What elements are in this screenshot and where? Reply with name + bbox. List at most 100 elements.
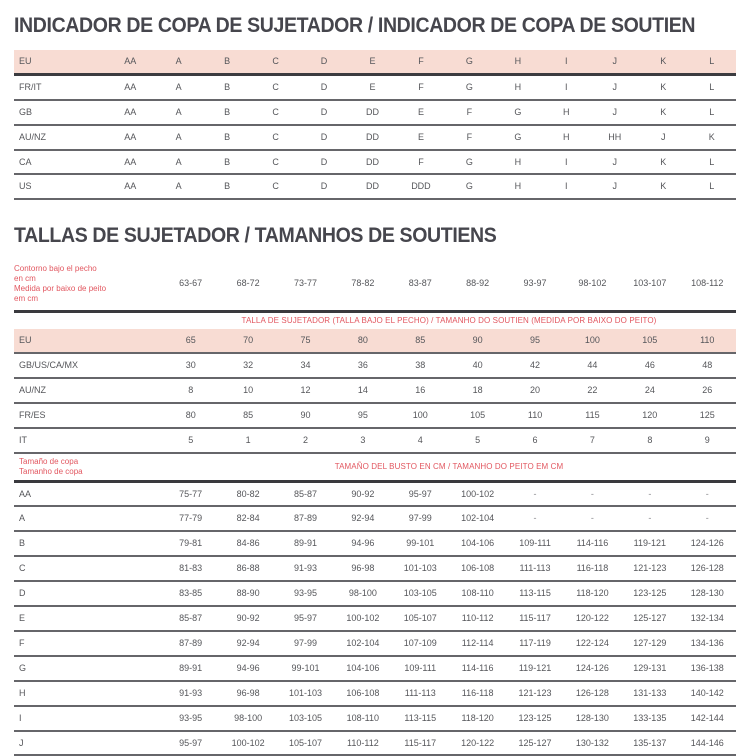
cup-measure-row-i: I 93-95 98-100 103-105 108-110 113-115 118-120…: [14, 706, 736, 731]
band-size-table: Contorno bajo el pecho en cm Medida por ba…: [14, 258, 736, 756]
bust-range-cell: -: [590, 488, 594, 499]
bust-range-cell: 79-81: [179, 538, 203, 549]
region-label: GB/US/CA/MX: [19, 360, 79, 371]
cup-size-cell: H: [563, 106, 570, 117]
band-size-cell: 6: [532, 434, 538, 445]
cup-size-cell: I: [565, 156, 568, 167]
cup-size-cell: A: [175, 106, 182, 117]
bust-range-cell: 128-130: [575, 712, 609, 723]
cup-measure-row-aa: AA 75-77 80-82 85-87 90-92 95-97 100-102 - - - -: [14, 481, 736, 507]
underbust-range-cell: 73-77: [293, 278, 317, 289]
cup-size-cell: K: [708, 131, 715, 142]
cup-size-cell: AA: [124, 156, 137, 167]
bust-range-cell: 131-133: [633, 687, 667, 698]
cup-size-cell: K: [660, 106, 667, 117]
bust-range-cell: 120-122: [461, 737, 495, 748]
cup-indicator-row-eu: EU AA A B C D E F G H I J K L: [14, 50, 736, 75]
band-size-cell: 85: [243, 409, 254, 420]
bust-range-cell: 93-95: [179, 712, 203, 723]
band-size-cell: 22: [587, 384, 598, 395]
bust-range-cell: 93-95: [293, 588, 317, 599]
cup-size-cell: AA: [124, 181, 137, 192]
bust-range-cell: 117-119: [519, 637, 551, 648]
cup-size-cell: K: [660, 181, 667, 192]
band-size-cell: 2: [302, 434, 308, 445]
bust-range-cell: 81-83: [179, 563, 203, 574]
bust-range-cell: 91-93: [179, 687, 203, 698]
cup-size-cell: H: [514, 81, 522, 92]
band-size-cell: 36: [357, 360, 368, 371]
cup-indicator-row-aunz: AU/NZ AA A B C D DD E F G H HH J K: [14, 125, 736, 150]
bust-range-cell: 97-99: [293, 637, 317, 648]
cup-letter-label: J: [19, 737, 24, 748]
cup-letter-label: F: [19, 637, 25, 648]
bust-range-cell: -: [590, 513, 594, 524]
band-caption: TALLA DE SUJETADOR (TALLA BAJO EL PECHO)…: [241, 316, 657, 326]
cup-size-cell: D: [320, 106, 328, 117]
band-size-row-eu: EU 65 70 75 80 85 90 95 100 105 110: [14, 329, 736, 354]
band-size-cell: 40: [472, 360, 483, 371]
bust-range-cell: 136-138: [690, 662, 724, 673]
cup-size-cell: B: [224, 106, 231, 117]
cup-size-cell: G: [514, 131, 522, 142]
cup-size-cell: L: [709, 156, 715, 167]
cup-size-cell: L: [709, 81, 715, 92]
bust-range-cell: 88-90: [236, 588, 260, 599]
cup-size-cell: B: [224, 181, 231, 192]
bust-range-cell: 86-88: [236, 563, 260, 574]
cup-size-cell: C: [272, 106, 279, 117]
band-size-cell: 80: [185, 409, 196, 420]
region-label: CA: [19, 156, 32, 167]
bust-range-cell: 92-94: [236, 637, 260, 648]
bust-range-cell: 108-110: [346, 712, 380, 723]
bust-range-cell: 94-96: [236, 662, 260, 673]
cup-letter-label: G: [19, 662, 27, 673]
underbust-label-line: en cm: [14, 274, 36, 284]
band-size-cell: 26: [702, 384, 713, 395]
bust-range-cell: 77-79: [179, 513, 203, 524]
bust-range-cell: 111-113: [404, 687, 436, 698]
band-size-cell: 32: [243, 360, 254, 371]
bust-range-cell: 123-125: [518, 712, 552, 723]
band-size-cell: 20: [530, 384, 541, 395]
cup-size-cell: K: [660, 81, 667, 92]
region-label: EU: [19, 56, 32, 66]
cup-size-cell: B: [224, 81, 231, 92]
band-size-cell: 100: [412, 409, 428, 420]
bust-range-cell: 100-102: [346, 613, 380, 624]
bust-range-cell: 104-106: [461, 538, 495, 549]
cup-size-cell: I: [565, 181, 568, 192]
cup-size-cell: J: [660, 131, 666, 142]
cup-size-cell: F: [466, 131, 473, 142]
cup-indicator-title: INDICADOR DE COPA DE SUJETADOR / INDICAD…: [14, 14, 696, 37]
bust-range-cell: 115-117: [404, 737, 437, 748]
bust-range-cell: 102-104: [461, 513, 495, 524]
cup-size-cell: H: [514, 181, 522, 192]
cup-letter-label: I: [19, 712, 22, 723]
band-size-cell: 4: [417, 434, 423, 445]
cup-size-cell: E: [369, 56, 376, 66]
cup-size-cell: G: [465, 56, 473, 66]
bust-range-cell: 99-101: [406, 538, 435, 549]
cup-letter-label: D: [19, 588, 26, 599]
bust-caption: TAMAÑO DEL BUSTO EN CM / TAMANHO DO PEIT…: [334, 461, 564, 471]
band-size-cell: 8: [188, 384, 194, 395]
cup-measure-row-e: E 85-87 90-92 95-97 100-102 105-107 110-112 115…: [14, 606, 736, 631]
bust-range-cell: 114-116: [461, 662, 494, 673]
cup-indicator-row-gb: GB AA A B C D DD E F G H J K L: [14, 100, 736, 125]
cup-size-cell: K: [660, 156, 667, 167]
underbust-range-cell: 78-82: [351, 278, 375, 289]
bust-range-cell: -: [705, 488, 709, 499]
cup-measure-row-g: G 89-91 94-96 99-101 104-106 109-111 114-116 11…: [14, 656, 736, 681]
underbust-range-cell: 103-107: [633, 278, 667, 289]
cup-size-cell: C: [272, 56, 279, 66]
cup-letter-label: B: [19, 538, 26, 549]
bust-range-cell: 144-146: [690, 737, 724, 748]
cup-size-cell: A: [175, 181, 182, 192]
band-size-cell: 48: [702, 360, 713, 371]
underbust-label-line: Contorno bajo el pecho: [14, 264, 97, 274]
band-size-cell: 70: [243, 335, 254, 346]
cup-size-cell: AA: [124, 56, 137, 66]
cup-size-cell: G: [465, 81, 473, 92]
cup-size-cell: H: [514, 156, 522, 167]
